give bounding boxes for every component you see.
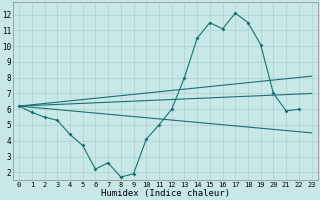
X-axis label: Humidex (Indice chaleur): Humidex (Indice chaleur) xyxy=(101,189,230,198)
